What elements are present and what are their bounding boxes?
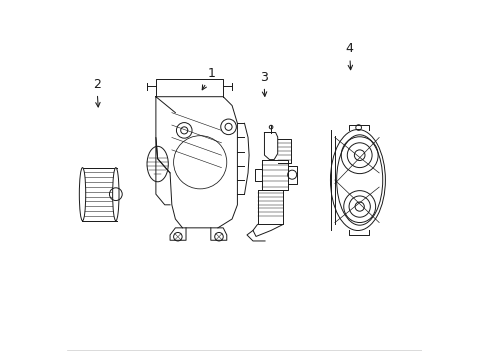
Text: 4: 4 (345, 42, 353, 70)
Ellipse shape (79, 168, 85, 221)
Ellipse shape (112, 168, 119, 221)
Text: 3: 3 (259, 71, 267, 96)
Text: 1: 1 (202, 67, 215, 90)
Text: 2: 2 (93, 78, 101, 107)
